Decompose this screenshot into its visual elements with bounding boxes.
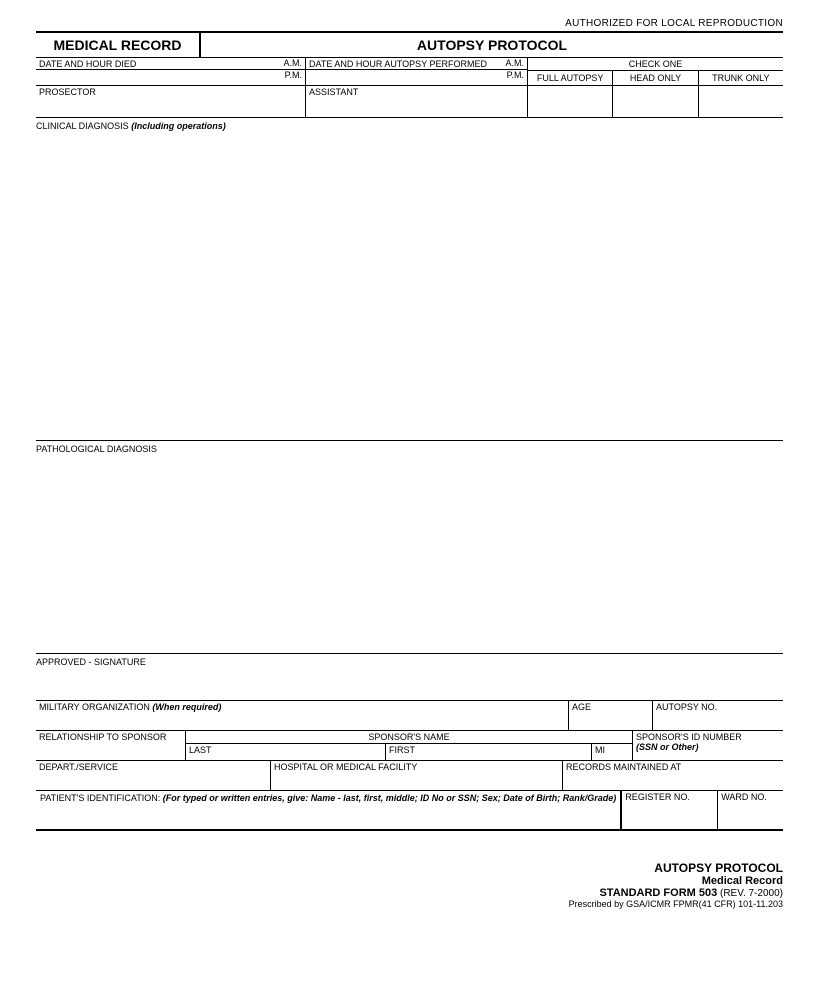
label-relationship: RELATIONSHIP TO SPONSOR: [36, 731, 185, 742]
cell-prosector[interactable]: PROSECTOR: [36, 86, 306, 117]
form-footer: AUTOPSY PROTOCOL Medical Record STANDARD…: [36, 861, 783, 909]
label-pathological-diagnosis: PATHOLOGICAL DIAGNOSIS: [36, 441, 783, 454]
cell-hospital[interactable]: HOSPITAL OR MEDICAL FACILITY: [271, 761, 563, 790]
label-last: LAST: [186, 744, 385, 755]
row-depart: DEPART./SERVICE HOSPITAL OR MEDICAL FACI…: [36, 761, 783, 791]
value-full-autopsy[interactable]: [528, 86, 613, 117]
cell-sponsor-id[interactable]: SPONSOR'S ID NUMBER(SSN or Other): [633, 731, 783, 760]
label-sponsor-id: SPONSOR'S ID NUMBER(SSN or Other): [633, 731, 783, 752]
area-clinical-diagnosis[interactable]: [36, 131, 783, 441]
label-pm: P.M.: [36, 70, 305, 80]
label-prosector: PROSECTOR: [36, 86, 305, 97]
value-head-only[interactable]: [613, 86, 698, 117]
row-military: MILITARY ORGANIZATION (When required) AG…: [36, 701, 783, 731]
cell-relationship[interactable]: RELATIONSHIP TO SPONSOR: [36, 731, 186, 760]
form-header: MEDICAL RECORD AUTOPSY PROTOCOL: [36, 31, 783, 58]
cell-depart[interactable]: DEPART./SERVICE: [36, 761, 271, 790]
cell-assistant[interactable]: ASSISTANT: [306, 86, 528, 117]
footer-title: AUTOPSY PROTOCOL: [36, 861, 783, 875]
label-first: FIRST: [386, 744, 591, 755]
check-one-values: [528, 86, 783, 117]
cell-patient-id[interactable]: PATIENT'S IDENTIFICATION: (For typed or …: [36, 791, 622, 829]
cell-register-no[interactable]: REGISTER NO.: [622, 791, 718, 829]
row-patient-id: PATIENT'S IDENTIFICATION: (For typed or …: [36, 791, 783, 831]
option-full-autopsy[interactable]: FULL AUTOPSY: [528, 71, 613, 85]
cell-sponsor-first[interactable]: FIRST: [386, 744, 592, 760]
label-approved-signature: APPROVED - SIGNATURE: [36, 654, 783, 667]
label-military-org: MILITARY ORGANIZATION (When required): [36, 701, 568, 712]
area-pathological-diagnosis[interactable]: [36, 454, 783, 654]
cell-date-performed[interactable]: DATE AND HOUR AUTOPSY PERFORMED A.M. P.M…: [306, 58, 528, 85]
header-autopsy-protocol: AUTOPSY PROTOCOL: [201, 33, 783, 57]
cell-records-maintained[interactable]: RECORDS MAINTAINED AT: [563, 761, 783, 790]
label-am-2: A.M.: [505, 58, 527, 69]
label-clinical-diagnosis: CLINICAL DIAGNOSIS (Including operations…: [36, 118, 783, 131]
header-medical-record: MEDICAL RECORD: [36, 33, 201, 57]
label-mi: MI: [592, 744, 632, 755]
cell-sponsor-mi[interactable]: MI: [592, 744, 632, 760]
area-approved-signature[interactable]: [36, 667, 783, 701]
footer-form-no: STANDARD FORM 503 (REV. 7-2000): [36, 887, 783, 899]
authorization-text: AUTHORIZED FOR LOCAL REPRODUCTION: [36, 18, 783, 29]
cell-sponsor-last[interactable]: LAST: [186, 744, 386, 760]
cell-ward-no[interactable]: WARD NO.: [718, 791, 783, 829]
label-depart: DEPART./SERVICE: [36, 761, 270, 772]
row-sponsor: RELATIONSHIP TO SPONSOR SPONSOR'S NAME L…: [36, 731, 783, 761]
label-assistant: ASSISTANT: [306, 86, 527, 97]
label-autopsy-no: AUTOPSY NO.: [653, 701, 783, 712]
value-trunk-only[interactable]: [699, 86, 783, 117]
label-date-died: DATE AND HOUR DIED: [36, 58, 139, 69]
label-register-no: REGISTER NO.: [622, 791, 717, 802]
label-pm-2: P.M.: [306, 70, 527, 80]
row-prosector-assistant: PROSECTOR ASSISTANT: [36, 86, 783, 118]
label-check-one: CHECK ONE: [528, 58, 783, 71]
cell-autopsy-no[interactable]: AUTOPSY NO.: [653, 701, 783, 730]
cell-military-org[interactable]: MILITARY ORGANIZATION (When required): [36, 701, 569, 730]
label-date-performed: DATE AND HOUR AUTOPSY PERFORMED: [306, 58, 490, 69]
label-records-maintained: RECORDS MAINTAINED AT: [563, 761, 783, 772]
cell-age[interactable]: AGE: [569, 701, 653, 730]
option-trunk-only[interactable]: TRUNK ONLY: [699, 71, 783, 85]
footer-prescribed: Prescribed by GSA/ICMR FPMR(41 CFR) 101-…: [36, 899, 783, 909]
check-one-group: CHECK ONE FULL AUTOPSY HEAD ONLY TRUNK O…: [528, 58, 783, 85]
label-ward-no: WARD NO.: [718, 791, 783, 802]
cell-date-died[interactable]: DATE AND HOUR DIED A.M. P.M.: [36, 58, 306, 85]
footer-subtitle: Medical Record: [36, 875, 783, 887]
label-hospital: HOSPITAL OR MEDICAL FACILITY: [271, 761, 562, 772]
label-age: AGE: [569, 701, 652, 712]
label-patient-id: PATIENT'S IDENTIFICATION: (For typed or …: [40, 793, 616, 803]
row-dates-checkone: DATE AND HOUR DIED A.M. P.M. DATE AND HO…: [36, 58, 783, 86]
option-head-only[interactable]: HEAD ONLY: [613, 71, 698, 85]
label-am: A.M.: [283, 58, 305, 69]
label-sponsor-name: SPONSOR'S NAME: [186, 731, 632, 744]
cell-sponsor-name: SPONSOR'S NAME LAST FIRST MI: [186, 731, 633, 760]
